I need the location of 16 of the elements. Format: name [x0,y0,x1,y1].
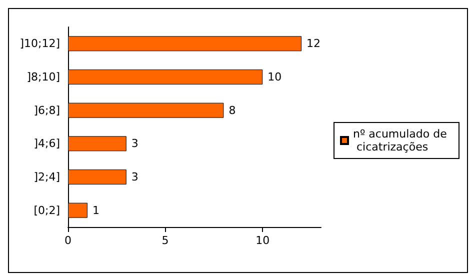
x-tick-label: 0 [64,234,72,247]
data-label: 8 [228,104,236,117]
y-tick-label: ]10;12] [20,37,60,50]
data-label: 1 [92,204,100,217]
y-tick-label: ]8;10] [26,70,60,84]
y-tick-label: ]4;6] [34,137,60,150]
y-tick-label: ]2;4] [34,170,60,184]
legend-label: nº acumulado de cicatrizações [353,128,448,154]
data-label: 12 [306,37,321,50]
data-label: 3 [131,137,138,150]
x-tick-label: 5 [162,234,169,247]
y-tick-label: [0;2] [34,204,60,217]
data-label: 3 [131,170,138,184]
data-label: 10 [268,70,282,84]
x-tick-label: 10 [256,234,270,247]
y-tick-label: ]6;8] [34,104,60,117]
